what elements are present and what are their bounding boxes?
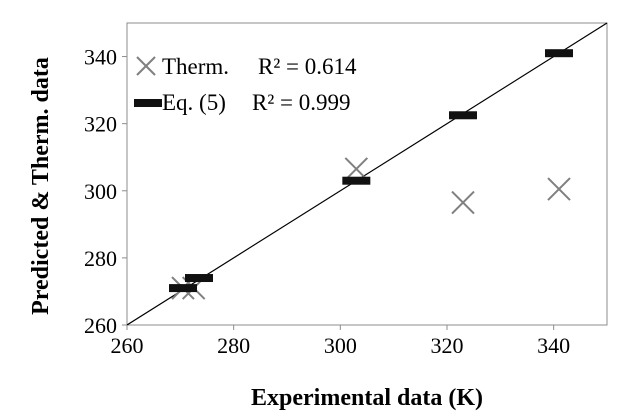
point-eq5-0: [169, 284, 197, 293]
y-tick-label: 280: [84, 246, 117, 271]
point-therm-4: [547, 177, 571, 201]
legend-r2-therm: R² = 0.614: [258, 54, 357, 79]
point-eq5-4: [545, 49, 573, 58]
legend: Therm. R² = 0.614 Eq. (5) R² = 0.999: [134, 54, 357, 115]
legend-r2-eq5: R² = 0.999: [252, 90, 350, 115]
point-eq5-2: [342, 176, 371, 185]
y-tick-label: 300: [84, 179, 117, 204]
x-tick-label: 340: [537, 333, 570, 358]
point-eq5-1: [185, 274, 213, 283]
legend-marker-therm: [136, 56, 156, 76]
x-tick-label: 300: [324, 333, 357, 358]
x-tick-label: 280: [217, 333, 250, 358]
y-axis-title: Predicted & Therm. data: [28, 57, 54, 315]
plot-frame: [126, 22, 608, 326]
data-marks: [169, 49, 573, 300]
legend-marker-eq5: [134, 99, 162, 107]
point-eq5-3: [449, 111, 477, 120]
legend-dash-marker: [134, 99, 162, 107]
y-tick-label: 260: [84, 313, 117, 338]
x-tick-label: 260: [111, 333, 144, 358]
x-tick-label: 320: [431, 333, 464, 358]
legend-label-eq5: Eq. (5): [162, 90, 226, 115]
y-tick-labels: 260 280 300 320 340: [84, 45, 127, 338]
y-tick-label: 320: [84, 112, 117, 137]
point-therm-2: [344, 157, 369, 181]
x-tick-labels: 260 280 300 320 340: [111, 325, 570, 358]
x-axis-title: Experimental data (K): [251, 385, 483, 411]
y-tick-label: 340: [84, 45, 117, 70]
legend-x-marker: [136, 56, 156, 76]
legend-label-therm: Therm.: [162, 54, 229, 79]
point-therm-3: [451, 190, 475, 215]
